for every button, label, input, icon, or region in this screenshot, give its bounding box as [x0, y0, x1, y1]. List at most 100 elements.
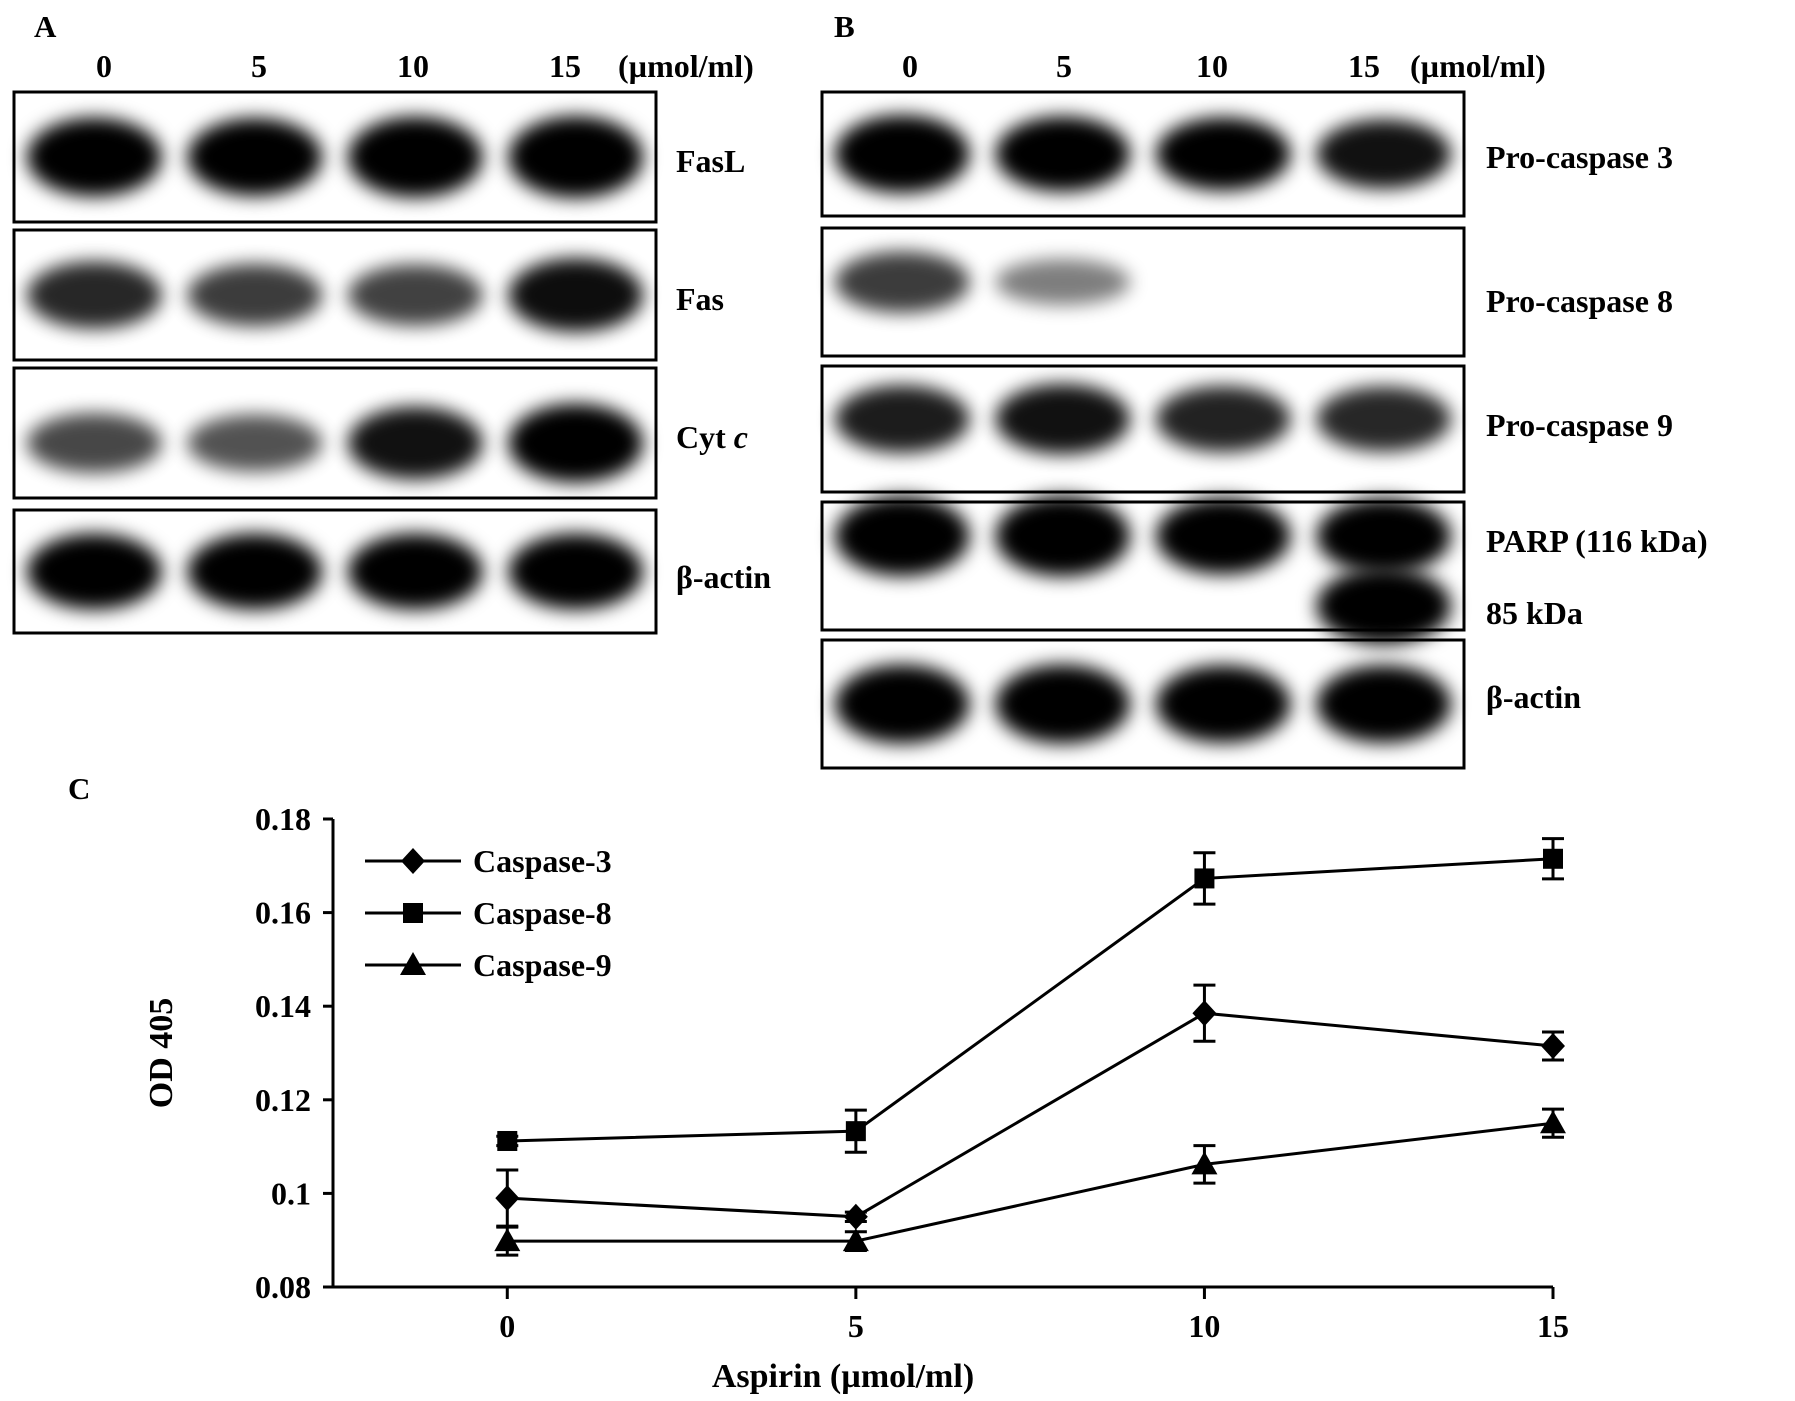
panel-a-dose-10: 10: [397, 48, 429, 84]
parp116-band-lane-3: [1316, 498, 1452, 574]
blot-label-parp-85kda: 85 kDa: [1486, 595, 1583, 631]
blot-box-actin-a: [12, 508, 658, 635]
data-point: [843, 1203, 868, 1230]
legend-label: Caspase-8: [473, 895, 612, 931]
x-tick-label: 0: [499, 1308, 515, 1344]
panel-b-dose-10: 10: [1196, 48, 1228, 84]
fasl-band-lane-1: [187, 118, 323, 196]
data-point: [1192, 1000, 1217, 1027]
actin-b-band-lane-2: [1155, 665, 1291, 743]
blot-box-procasp8: [820, 226, 1466, 358]
procasp3-band-lane-0: [834, 114, 970, 194]
data-point: [845, 1121, 866, 1142]
blot-label-cytc: Cyt c: [676, 419, 748, 455]
y-tick-label: 0.08: [255, 1269, 311, 1305]
x-tick-label: 15: [1537, 1308, 1569, 1344]
blot-label-actin-b: β-actin: [1486, 679, 1581, 715]
data-point: [1191, 1151, 1218, 1175]
blot-box-actin-b: [820, 638, 1466, 770]
blot-cytc-bands: [26, 403, 644, 483]
legend-marker: [400, 952, 426, 975]
blot-box-procasp3: [820, 90, 1466, 218]
actin-b-band-lane-3: [1316, 665, 1452, 743]
data-point: [842, 1228, 869, 1252]
panel-a-dose-5: 5: [251, 48, 267, 84]
series-line: [507, 1011, 1554, 1219]
blot-box-cytc: [12, 366, 658, 500]
blot-label-fasl: FasL: [676, 143, 745, 179]
series-caspase-9: [494, 1107, 1566, 1257]
cytc-band-lane-1: [187, 414, 323, 472]
legend-label: Caspase-9: [473, 947, 612, 983]
y-axis-label: OD 405: [143, 998, 180, 1109]
blot-parp-bands: [834, 495, 1452, 645]
data-point: [1541, 1032, 1565, 1059]
cytc-band-lane-2: [347, 406, 483, 480]
panel-a-dose-15: 15: [549, 48, 581, 84]
blot-label-procasp3: Pro-caspase 3: [1486, 139, 1673, 175]
blot-procasp3-bands: [834, 114, 1452, 194]
procasp8-band-lane-1: [995, 258, 1131, 306]
blot-box-parp: [820, 500, 1466, 632]
series-line: [507, 857, 1554, 1143]
y-tick-label: 0.16: [255, 895, 311, 931]
fas-band-lane-3: [508, 258, 644, 332]
blot-fasl-bands: [26, 115, 644, 199]
procasp3-band-lane-2: [1155, 117, 1291, 191]
blot-procasp9-bands: [834, 383, 1452, 455]
data-point: [497, 1130, 518, 1151]
y-tick-label: 0.12: [255, 1082, 311, 1118]
panel-b: B 0 5 10 15 (µmol/ml) Pro-caspase 3 Pro-…: [820, 9, 1708, 770]
y-tick-label: 0.18: [255, 801, 311, 837]
procasp9-band-lane-2: [1155, 385, 1291, 453]
panel-b-dose-0: 0: [902, 48, 918, 84]
procasp3-band-lane-3: [1316, 119, 1452, 189]
legend-label: Caspase-3: [473, 843, 612, 879]
panel-b-unit: (µmol/ml): [1410, 48, 1546, 84]
blot-label-parp: PARP (116 kDa): [1486, 523, 1708, 559]
panel-a-letter: A: [34, 9, 57, 44]
parp85-band-lane-3: [1316, 567, 1452, 645]
blot-box-fasl: [12, 90, 658, 224]
data-point: [494, 1228, 521, 1252]
blot-label-procasp8: Pro-caspase 8: [1486, 283, 1673, 319]
panel-b-dose-5: 5: [1056, 48, 1072, 84]
series-caspase-8: [496, 837, 1564, 1154]
fas-band-lane-0: [26, 261, 162, 329]
x-axis-label: Aspirin (µmol/ml): [712, 1358, 974, 1395]
blot-label-procasp9: Pro-caspase 9: [1486, 407, 1673, 443]
x-tick-label: 5: [848, 1308, 864, 1344]
legend-marker: [401, 848, 425, 874]
blot-label-cytc-italic: c: [734, 419, 748, 455]
legend: Caspase-3 Caspase-8 Caspase-9: [365, 843, 612, 983]
series-caspase-3: [495, 983, 1565, 1230]
blot-label-cytc-main: Cyt: [676, 419, 726, 455]
actin-a-band-lane-1: [187, 533, 323, 610]
panel-c-letter: C: [68, 771, 90, 806]
fasl-band-lane-2: [347, 116, 483, 198]
panel-a: A 0 5 10 15 (µmol/ml) FasL Fas Cyt c β-a…: [12, 9, 771, 635]
procasp9-band-lane-3: [1316, 386, 1452, 452]
blot-actin-b-bands: [834, 664, 1452, 744]
actin-a-band-lane-2: [347, 533, 483, 610]
blot-actin-a-bands: [26, 533, 644, 610]
blot-procasp8-bands: [834, 251, 1131, 313]
actin-b-band-lane-0: [834, 664, 970, 744]
cytc-band-lane-0: [26, 413, 162, 473]
cytc-band-lane-3: [508, 403, 644, 483]
procasp3-band-lane-1: [995, 116, 1131, 192]
procasp8-band-lane-0: [834, 251, 970, 313]
panel-a-unit: (µmol/ml): [618, 48, 754, 84]
blot-label-fas: Fas: [676, 281, 724, 317]
procasp9-band-lane-1: [995, 383, 1131, 455]
fasl-band-lane-3: [508, 115, 644, 199]
parp116-band-lane-1: [995, 495, 1131, 577]
parp116-band-lane-0: [834, 495, 970, 577]
series-line: [507, 1121, 1554, 1243]
procasp9-band-lane-0: [834, 384, 970, 454]
legend-marker: [403, 903, 423, 923]
parp116-band-lane-2: [1155, 497, 1291, 575]
actin-b-band-lane-1: [995, 664, 1131, 744]
data-point: [1540, 1110, 1566, 1134]
